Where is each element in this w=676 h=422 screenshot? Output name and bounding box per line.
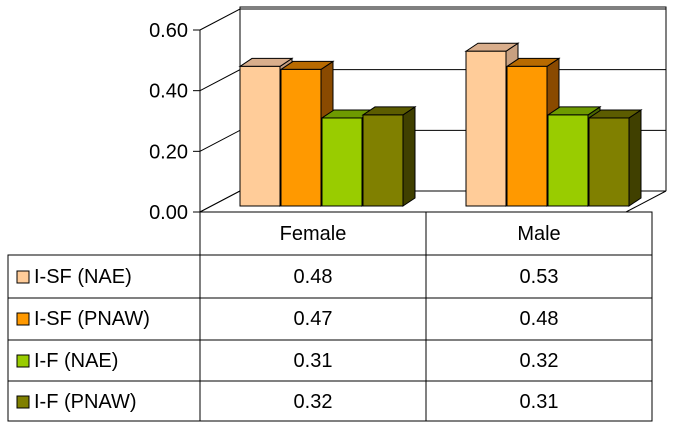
y-axis-ticks: 0.00 0.20 0.40 0.60 — [149, 20, 200, 224]
legend-label-i-sf-nae: I-SF (NAE) — [34, 266, 132, 288]
y-tick-label: 0.60 — [149, 20, 188, 42]
table-value: 0.32 — [294, 391, 333, 413]
legend-swatch-i-sf-pnaw — [17, 313, 29, 325]
table-value: 0.31 — [520, 391, 559, 413]
bar-front-face — [548, 115, 588, 206]
bar-front-face — [240, 66, 280, 206]
legend-swatch-i-f-pnaw — [17, 396, 29, 408]
bar-male-3 — [589, 110, 641, 206]
legend-swatch-i-sf-nae — [17, 271, 29, 283]
bar-female-3 — [363, 107, 415, 206]
table-value: 0.53 — [520, 266, 559, 288]
bar-front-face — [589, 118, 629, 206]
table-value: 0.48 — [520, 308, 559, 330]
table-value: 0.31 — [294, 350, 333, 372]
category-label-male: Male — [517, 223, 560, 245]
bar-side-face — [629, 110, 641, 206]
bar-front-face — [466, 51, 506, 206]
gridline — [200, 9, 666, 30]
table-value: 0.48 — [294, 266, 333, 288]
y-tick-label: 0.20 — [149, 141, 188, 163]
bar-front-face — [363, 115, 403, 206]
category-label-female: Female — [280, 223, 347, 245]
legend-label-i-sf-pnaw: I-SF (PNAW) — [34, 308, 150, 330]
table-value: 0.47 — [294, 308, 333, 330]
bar-front-face — [322, 118, 362, 206]
legend-swatch-i-f-nae — [17, 355, 29, 367]
bar-front-face — [507, 66, 547, 206]
bar-front-face — [281, 69, 321, 206]
bars — [240, 43, 641, 206]
data-table: Female Male I-SF (NAE) 0.48 0.53 I-SF (P… — [8, 212, 652, 421]
table-value: 0.32 — [520, 350, 559, 372]
legend-label-i-f-pnaw: I-F (PNAW) — [34, 391, 137, 413]
bar-side-face — [403, 107, 415, 206]
y-tick-label: 0.40 — [149, 81, 188, 103]
y-tick-label: 0.00 — [149, 202, 188, 224]
legend-label-i-f-nae: I-F (NAE) — [34, 350, 118, 372]
